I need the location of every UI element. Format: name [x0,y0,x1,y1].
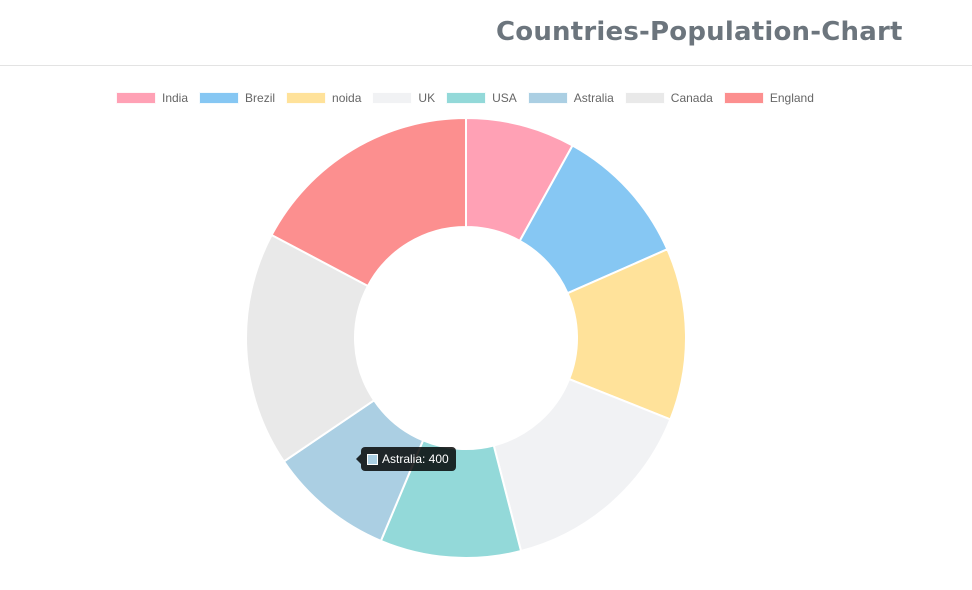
donut-slice-england[interactable] [270,116,467,288]
tooltip-text: Astralia: 400 [382,452,449,466]
legend-item-uk[interactable]: UK [372,91,435,105]
legend-label: Brezil [245,91,276,105]
legend-item-canada[interactable]: Canada [624,91,713,105]
chart-tooltip: Astralia: 400 [356,447,456,471]
legend-item-brezil[interactable]: Brezil [199,91,275,105]
legend-label: UK [418,91,436,105]
chart-legend: India Brezil noida UK USA Astralia Canada Engla… [116,91,825,105]
legend-item-astralia[interactable]: Astralia [527,91,614,105]
legend-swatch [199,92,240,104]
tooltip-color-swatch [367,453,378,465]
legend-swatch [116,92,156,104]
page-header: Countries-Population-Chart [0,0,972,66]
donut-slice-uk[interactable] [492,377,672,553]
legend-swatch [372,92,413,104]
legend-label: Canada [670,91,713,105]
legend-swatch [286,92,327,104]
legend-label: India [162,91,189,105]
legend-item-india[interactable]: India [116,91,188,105]
legend-swatch [723,92,764,104]
legend-swatch [446,92,487,104]
legend-item-england[interactable]: England [723,91,814,105]
legend-item-noida[interactable]: noida [286,91,361,105]
legend-label: USA [492,91,517,105]
page-title: Countries-Population-Chart [496,17,903,47]
donut-slice-canada[interactable] [244,233,376,463]
legend-swatch [527,92,568,104]
legend-label: Astralia [573,91,614,105]
legend-item-usa[interactable]: USA [446,91,517,105]
legend-label: England [769,91,814,105]
legend-swatch [624,92,665,104]
legend-label: noida [332,91,362,105]
